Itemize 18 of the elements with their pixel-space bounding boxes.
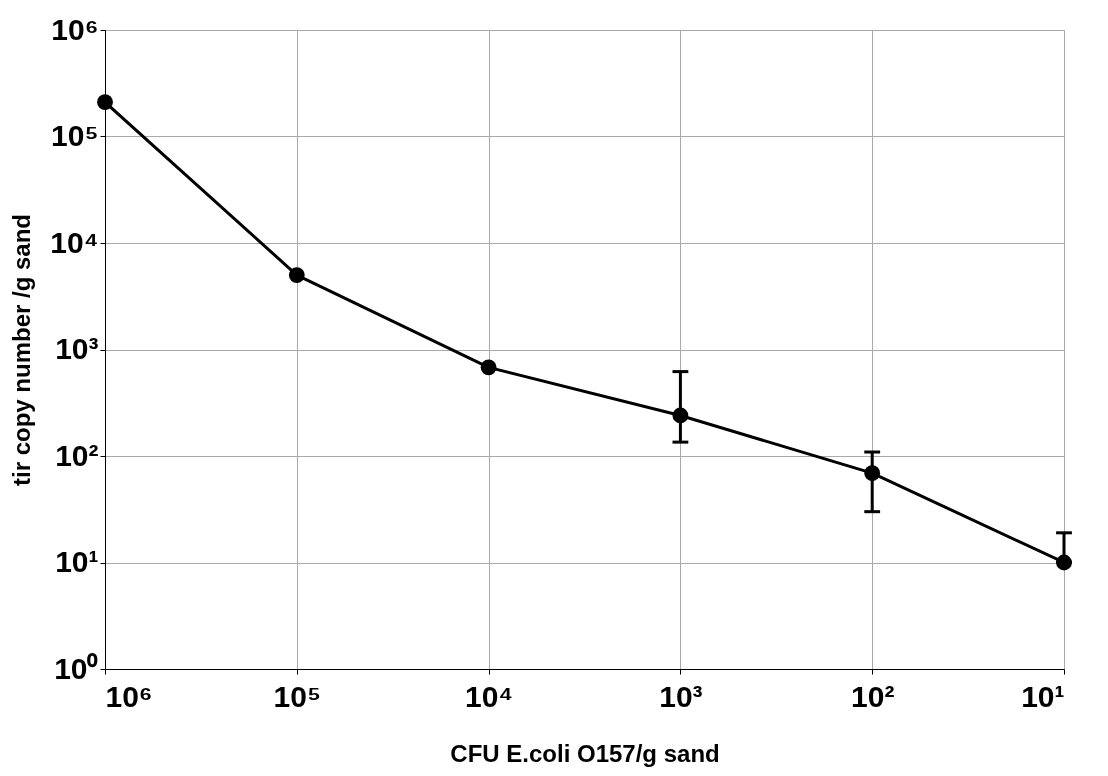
x-tick-label: 10⁵ [273,679,322,713]
x-tick-label: 10⁶ [105,679,153,713]
y-tick-label: 10⁴ [50,225,99,259]
x-tick-label: 10² [851,679,895,713]
x-tick-label: 10³ [659,679,703,713]
point [288,267,305,283]
y-tick-label: 10⁶ [51,12,99,46]
y-tick-label: 10⁰ [54,651,99,685]
y-tick-label: 10⁵ [51,119,99,152]
x-tick-label: 10¹ [1021,679,1065,713]
x-axis-title: CFU E.coli O157/g sand [450,739,720,767]
y-axis-title: tir copy number /g sand [8,213,36,487]
y-tick-label: 10³ [55,332,99,365]
y-tick-label: 10¹ [55,545,99,578]
point [480,359,497,376]
x-tick-label: 10⁴ [464,679,514,713]
y-tick-label: 10² [55,438,99,472]
point [97,94,113,111]
